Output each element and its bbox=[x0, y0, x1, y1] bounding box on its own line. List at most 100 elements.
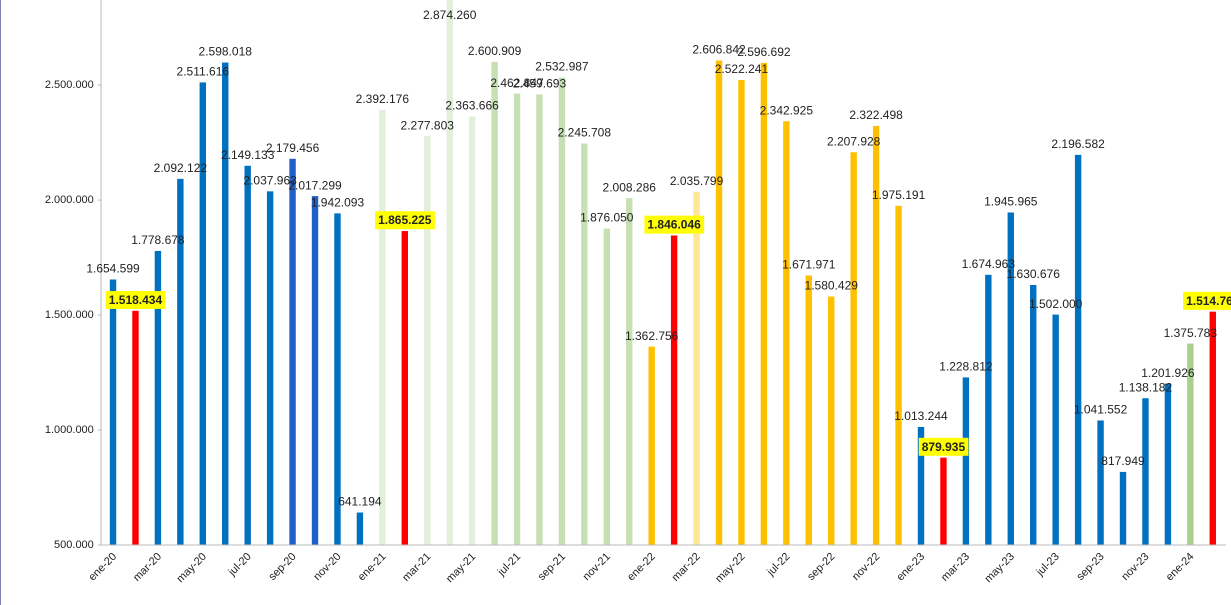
bar bbox=[177, 178, 184, 545]
x-tick-label: may-22 bbox=[713, 551, 747, 585]
data-label: 2.322.498 bbox=[849, 108, 903, 122]
y-tick-label: 2.500.000 bbox=[45, 79, 94, 91]
data-label: 1.580.429 bbox=[805, 279, 859, 293]
data-label: 1.228.812 bbox=[939, 360, 993, 374]
bar bbox=[648, 346, 655, 545]
bar bbox=[1074, 154, 1082, 545]
data-label-highlight bbox=[375, 211, 435, 230]
x-tick-label: ene-22 bbox=[625, 551, 658, 584]
bar bbox=[109, 279, 117, 545]
data-label: 2.363.666 bbox=[445, 99, 499, 113]
bar bbox=[1209, 311, 1216, 545]
data-label: 2.277.803 bbox=[401, 118, 455, 132]
bar bbox=[536, 94, 543, 545]
x-tick-label: may-20 bbox=[175, 551, 209, 585]
data-label: 1.778.678 bbox=[131, 233, 185, 247]
bar bbox=[154, 250, 162, 545]
bar bbox=[334, 213, 341, 545]
bar bbox=[783, 121, 790, 545]
bar bbox=[356, 512, 364, 545]
bar bbox=[1030, 284, 1037, 545]
bar bbox=[670, 235, 678, 545]
bar bbox=[1142, 398, 1149, 545]
x-tick-label: nov-20 bbox=[311, 551, 343, 583]
data-label: 1.138.182 bbox=[1119, 380, 1173, 394]
y-tick-label: 500.000 bbox=[54, 539, 94, 551]
x-tick-label: nov-22 bbox=[850, 551, 882, 583]
x-tick-label: mar-23 bbox=[939, 551, 972, 584]
data-label-highlight bbox=[644, 215, 705, 234]
bar bbox=[626, 198, 633, 545]
data-label: 1.502.000 bbox=[1029, 297, 1083, 311]
bar bbox=[199, 82, 206, 545]
x-tick-label: ene-20 bbox=[86, 551, 119, 584]
data-label: 2.598.018 bbox=[199, 45, 253, 59]
data-label: 2.092.122 bbox=[154, 161, 208, 175]
y-tick-label: 1.500.000 bbox=[45, 309, 94, 321]
data-label: 2.037.963 bbox=[243, 174, 297, 188]
data-label: 2.600.909 bbox=[468, 44, 522, 58]
data-label: 2.342.925 bbox=[760, 103, 814, 117]
data-label: 879.935 bbox=[922, 440, 966, 454]
bar bbox=[805, 275, 812, 545]
x-tick-label: jul-23 bbox=[1034, 551, 1062, 579]
data-label: 1.942.093 bbox=[311, 196, 365, 210]
bar bbox=[513, 93, 521, 545]
data-label: 1.674.963 bbox=[962, 257, 1016, 271]
data-label: 2.245.708 bbox=[558, 126, 612, 140]
x-tick-label: mar-21 bbox=[400, 551, 433, 584]
data-label: 1.518.434 bbox=[109, 293, 163, 307]
data-label: 2.035.799 bbox=[670, 174, 724, 188]
bar bbox=[962, 377, 970, 545]
data-label: 2.596.692 bbox=[737, 45, 791, 59]
bar bbox=[872, 125, 880, 545]
data-label: 2.606.842 bbox=[692, 43, 746, 57]
bar bbox=[289, 158, 296, 545]
bar bbox=[266, 191, 274, 545]
data-label: 1.041.552 bbox=[1074, 403, 1128, 417]
y-tick-label: 1.000.000 bbox=[45, 424, 94, 436]
x-tick-label: ene-23 bbox=[894, 551, 927, 584]
x-tick-label: nov-21 bbox=[581, 551, 613, 583]
bar bbox=[850, 152, 857, 545]
x-tick-label: jul-20 bbox=[226, 551, 254, 579]
bar bbox=[401, 231, 408, 545]
bar bbox=[1164, 383, 1172, 545]
bar bbox=[1119, 471, 1127, 545]
data-label: 2.179.456 bbox=[266, 141, 320, 155]
y-tick-label: 2.000.000 bbox=[45, 194, 94, 206]
data-label: 1.865.225 bbox=[378, 213, 432, 227]
x-tick-label: sep-23 bbox=[1074, 551, 1106, 583]
x-tick-label: ene-21 bbox=[356, 551, 389, 584]
bar bbox=[424, 136, 431, 545]
data-label: 2.511.616 bbox=[177, 65, 230, 79]
data-label: 1.945.965 bbox=[984, 195, 1038, 209]
data-label: 1.514.767 bbox=[1186, 294, 1231, 308]
data-label: 1.375.783 bbox=[1164, 326, 1218, 340]
bar bbox=[603, 228, 610, 545]
bar bbox=[760, 62, 768, 545]
data-label: 1.201.926 bbox=[1141, 366, 1195, 380]
bar bbox=[1052, 314, 1059, 545]
data-label: 1.654.599 bbox=[86, 262, 140, 276]
data-label: 2.008.286 bbox=[603, 180, 657, 194]
data-label: 1.671.971 bbox=[782, 258, 836, 272]
x-tick-label: may-21 bbox=[444, 551, 478, 585]
bar bbox=[1097, 420, 1104, 545]
x-tick-label: mar-20 bbox=[131, 551, 164, 584]
bar bbox=[558, 77, 566, 545]
bar bbox=[244, 165, 251, 545]
data-label: 1.846.046 bbox=[647, 218, 701, 232]
data-label: 1.013.244 bbox=[894, 409, 948, 423]
bar bbox=[581, 143, 588, 545]
bar bbox=[985, 274, 992, 545]
data-label: 1.630.676 bbox=[1007, 267, 1061, 281]
bar bbox=[693, 191, 700, 545]
bar bbox=[738, 79, 745, 545]
bar bbox=[895, 205, 902, 545]
x-tick-label: jul-22 bbox=[764, 551, 792, 579]
bar bbox=[917, 426, 925, 545]
x-tick-label: sep-21 bbox=[536, 551, 568, 583]
data-label: 1.975.191 bbox=[872, 188, 926, 202]
